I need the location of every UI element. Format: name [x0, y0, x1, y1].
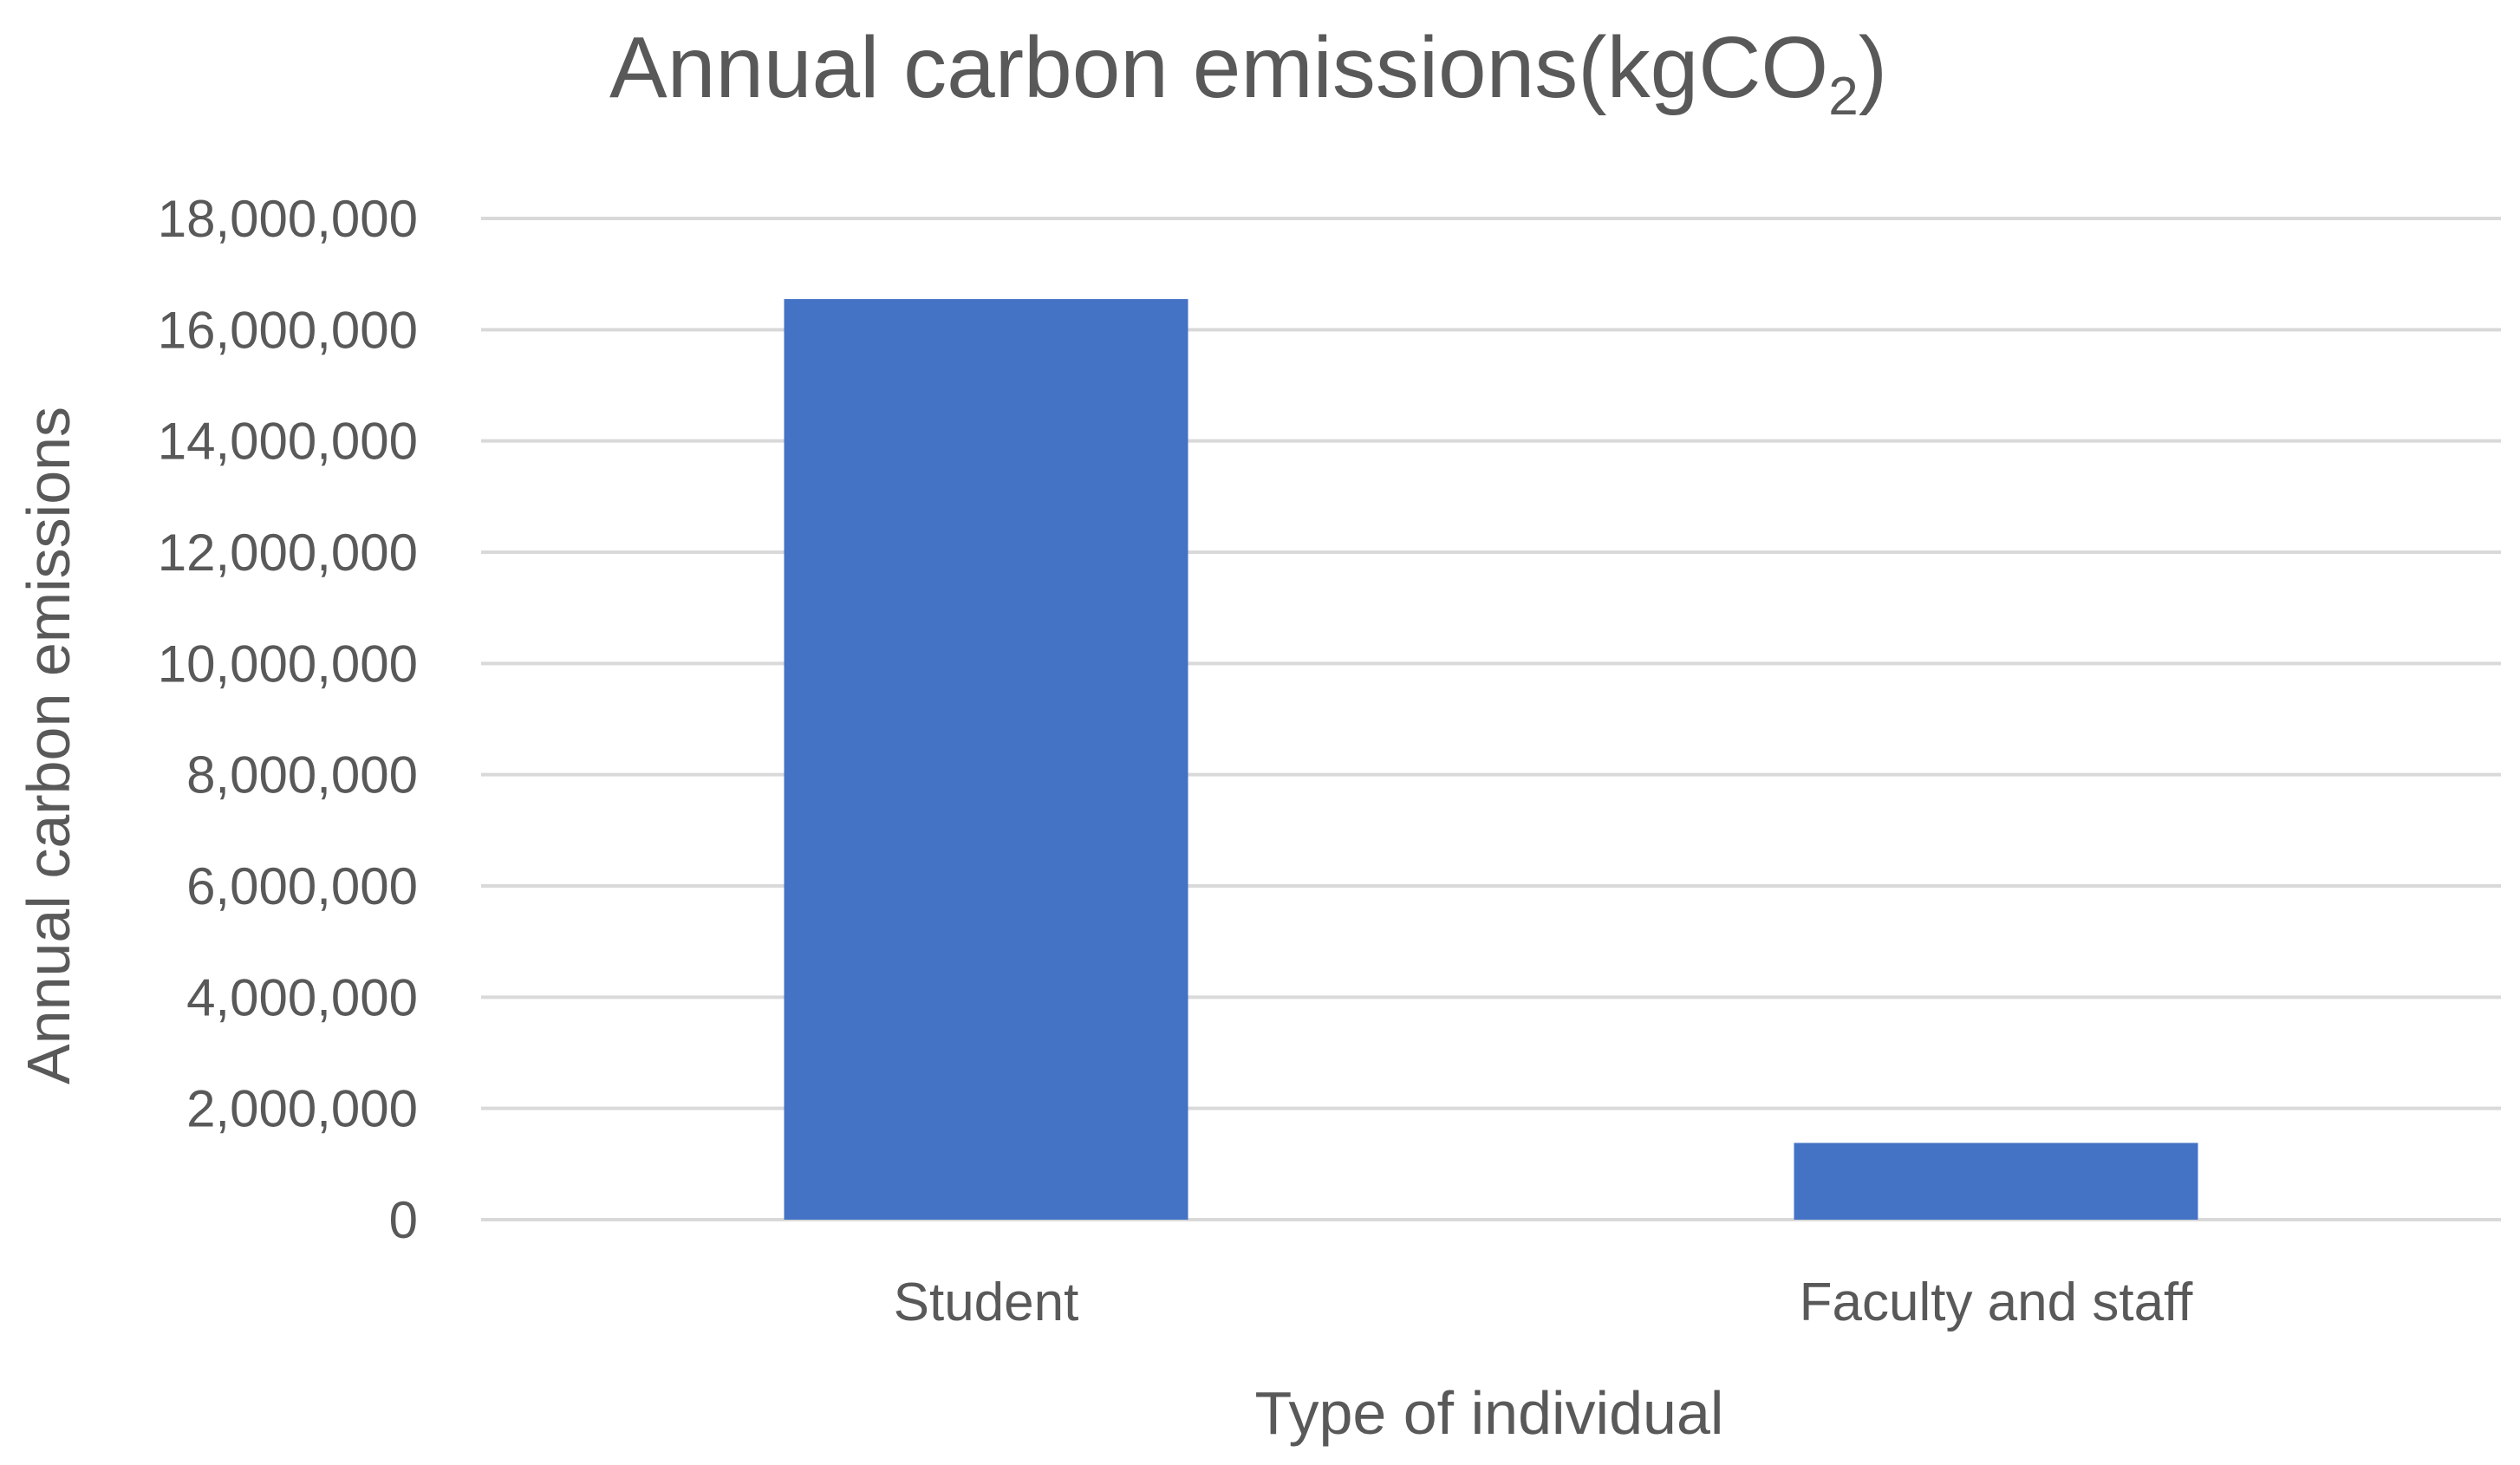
chart-title: Annual carbon emissions(kgCO2): [609, 19, 1887, 127]
chart-title-main: Annual carbon emissions(kgCO: [609, 19, 1828, 116]
bar-student: [784, 299, 1188, 1221]
bar-faculty-and-staff: [1794, 1143, 2198, 1220]
y-tick-label: 0: [389, 1191, 418, 1249]
x-axis-title: Type of individual: [1255, 1379, 1724, 1447]
x-category-label: Faculty and staff: [1800, 1273, 2194, 1332]
y-tick-label: 4,000,000: [186, 968, 418, 1026]
y-tick-label: 18,000,000: [158, 190, 418, 248]
y-tick-label: 12,000,000: [158, 524, 418, 582]
x-axis-category-labels: Student Faculty and staff: [894, 1273, 2194, 1332]
chart-title-close: ): [1859, 19, 1887, 116]
y-axis-tick-labels: 0 2,000,000 4,000,000 6,000,000 8,000,000 10,…: [158, 190, 418, 1249]
y-tick-label: 16,000,000: [158, 301, 418, 359]
y-tick-label: 14,000,000: [158, 413, 418, 471]
y-axis-title: Annual carbon emissions: [15, 407, 82, 1084]
bars: [784, 299, 2198, 1221]
y-tick-label: 2,000,000: [186, 1080, 418, 1138]
y-tick-label: 10,000,000: [158, 635, 418, 693]
chart-title-subscript: 2: [1828, 67, 1858, 127]
y-tick-label: 6,000,000: [186, 857, 418, 915]
y-tick-label: 8,000,000: [186, 746, 418, 804]
x-category-label: Student: [894, 1273, 1079, 1332]
